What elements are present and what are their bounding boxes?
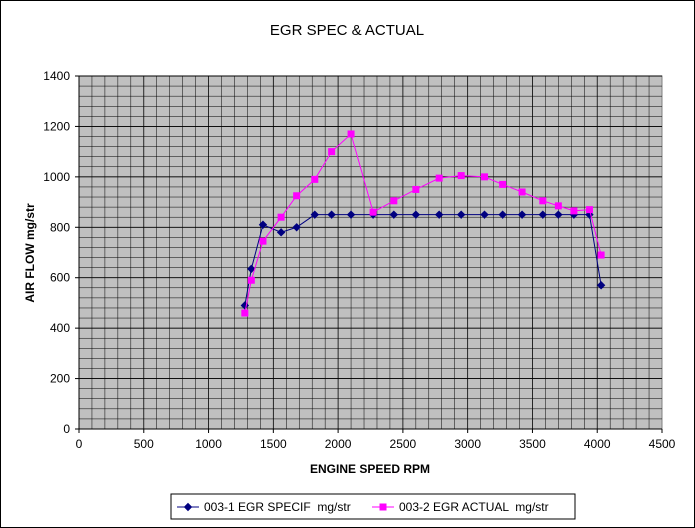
- series-1-point: [292, 223, 301, 232]
- y-tick-label: 600: [50, 271, 70, 285]
- series-2-point: [457, 172, 465, 180]
- series-1-point: [411, 210, 421, 219]
- x-tick-labels: 0 500 1000 1500 2000 2500 3000 3500 4000 4500: [76, 437, 676, 451]
- series-2-point: [481, 173, 489, 181]
- y-tick-label: 200: [50, 372, 70, 386]
- series-layer: [240, 130, 606, 317]
- y-axis-title: AIR FLOW mg/str: [23, 203, 37, 303]
- series-1-point: [247, 264, 256, 274]
- series-2-point: [369, 208, 377, 216]
- series-1-point: [389, 210, 399, 219]
- series-1-point: [554, 210, 563, 219]
- series-2-point: [412, 185, 420, 193]
- x-tick-label: 4500: [649, 437, 676, 451]
- legend: 003-1 EGR SPECIF mg/str 003-2 EGR ACTUAL …: [170, 493, 576, 520]
- x-tick-label: 2000: [325, 437, 352, 451]
- series-2-point: [259, 237, 267, 245]
- series-1-point: [498, 210, 507, 219]
- series-2-point: [390, 197, 398, 205]
- series-1-point: [596, 281, 606, 290]
- y-tick-label: 1200: [43, 119, 70, 133]
- y-tick-labels: 0 200 400 600 800 1000 1200 1400: [43, 69, 70, 436]
- series-1-point: [517, 210, 527, 219]
- series-1-point: [327, 210, 336, 219]
- x-tick-label: 0: [76, 437, 83, 451]
- series-2-point: [241, 309, 249, 317]
- series-2-point: [518, 188, 526, 196]
- x-tick-label: 4000: [584, 437, 611, 451]
- y-tick-label: 800: [50, 220, 70, 234]
- legend-marker-1: [183, 502, 193, 512]
- series-1-point: [480, 210, 489, 219]
- series-1-point: [434, 210, 444, 219]
- series-1-point: [258, 220, 268, 229]
- plot-area: [78, 75, 663, 430]
- series-2-point: [435, 174, 443, 182]
- series-2-point: [570, 207, 578, 215]
- series-2-point: [585, 206, 593, 214]
- series-2-point: [277, 213, 285, 221]
- y-tick-label: 1400: [43, 69, 70, 83]
- series-2-point: [328, 148, 336, 156]
- series-1-point: [310, 210, 319, 219]
- x-tick-label: 3000: [454, 437, 481, 451]
- x-axis-title: ENGINE SPEED RPM: [310, 462, 430, 476]
- y-tick-label: 1000: [43, 170, 70, 184]
- legend-marker-2: [379, 503, 387, 511]
- x-tick-label: 3500: [519, 437, 546, 451]
- series-2-point: [347, 130, 355, 138]
- series-1-point: [538, 210, 548, 219]
- series-2-point: [247, 276, 255, 284]
- series-1-point: [456, 210, 466, 219]
- series-2-point: [554, 202, 562, 210]
- x-tick-label: 500: [134, 437, 154, 451]
- series-2-point: [539, 197, 547, 205]
- legend-label-2: 003-2 EGR ACTUAL mg/str: [399, 500, 549, 514]
- series-1-point: [346, 210, 356, 219]
- legend-label-1: 003-1 EGR SPECIF mg/str: [204, 500, 351, 514]
- series-2: [241, 130, 605, 317]
- y-tick-label: 0: [63, 422, 70, 436]
- series-2-point: [597, 251, 605, 259]
- axes: [75, 75, 663, 433]
- x-tick-label: 2500: [390, 437, 417, 451]
- series-1-point: [276, 228, 286, 237]
- x-tick-label: 1500: [260, 437, 287, 451]
- grid: [79, 75, 662, 430]
- series-1: [240, 210, 606, 310]
- chart-title: EGR SPEC & ACTUAL: [270, 22, 424, 39]
- series-2-point: [293, 192, 301, 200]
- x-tick-label: 1000: [195, 437, 222, 451]
- y-tick-label: 400: [50, 321, 70, 335]
- series-2-point: [499, 180, 507, 188]
- series-2-point: [311, 175, 319, 183]
